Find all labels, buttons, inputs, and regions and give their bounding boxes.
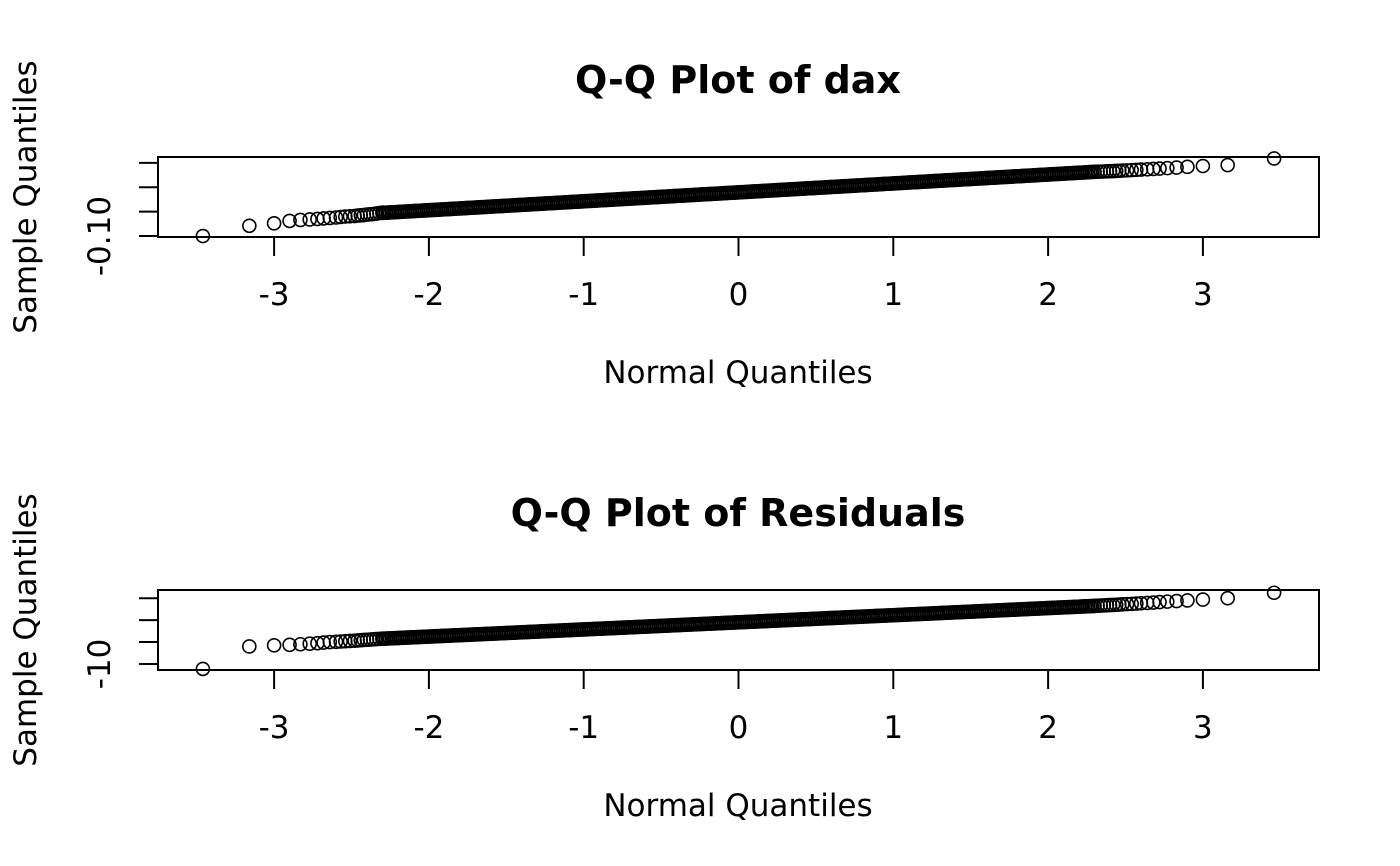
y-axis-label: Sample Quantiles — [8, 60, 44, 333]
plot-frame — [157, 589, 1320, 671]
y-axis-label: Sample Quantiles — [8, 493, 44, 766]
data-point — [1152, 594, 1167, 610]
data-points — [195, 585, 1282, 677]
x-tick-label: -2 — [413, 277, 444, 313]
data-point — [266, 638, 282, 653]
data-point — [1146, 161, 1161, 177]
x-tick-label: 0 — [729, 710, 749, 746]
data-point — [1119, 596, 1135, 612]
data-point — [1159, 594, 1175, 609]
data-point — [1169, 593, 1184, 609]
qq-plot-residuals-panel: Q-Q Plot of Residuals -3 -2 -1 0 1 2 3 -10 Nor… — [8, 491, 1320, 824]
data-point — [293, 212, 308, 228]
x-tick-label: 3 — [1193, 277, 1213, 313]
data-point — [195, 661, 211, 677]
data-point — [1129, 162, 1144, 178]
data-point — [1266, 585, 1282, 601]
data-point — [1152, 161, 1167, 176]
data-point — [333, 634, 348, 649]
x-tick-label: -3 — [259, 710, 290, 746]
plot-title: Q-Q Plot of dax — [575, 58, 901, 102]
plot-title: Q-Q Plot of Residuals — [511, 491, 966, 535]
data-point — [328, 634, 344, 650]
y-axis: -0.10 — [82, 161, 159, 276]
x-tick-label: 2 — [1038, 710, 1058, 746]
data-point — [1115, 597, 1130, 612]
data-point — [322, 634, 338, 650]
data-point — [1195, 592, 1211, 607]
x-tick-label: 2 — [1038, 277, 1058, 313]
x-tick-label: 0 — [729, 277, 749, 313]
data-point — [1146, 595, 1161, 610]
data-point — [1169, 160, 1184, 175]
data-point — [322, 210, 338, 226]
data-point — [1195, 158, 1211, 174]
x-axis-label: Normal Quantiles — [603, 355, 872, 391]
data-point — [342, 208, 358, 224]
data-point — [1086, 164, 1102, 180]
y-tick-label: -10 — [82, 639, 118, 690]
data-point — [1119, 163, 1135, 178]
data-point — [242, 218, 257, 234]
data-point — [333, 209, 348, 225]
x-axis: -3 -2 -1 0 1 2 3 — [259, 236, 1213, 313]
data-point — [266, 216, 282, 231]
y-tick-label: -0.10 — [82, 196, 118, 276]
data-point — [1180, 593, 1195, 608]
data-point — [1124, 596, 1139, 612]
data-point — [1115, 163, 1130, 178]
data-point — [293, 636, 308, 652]
x-tick-label: -1 — [568, 277, 599, 313]
data-point — [1086, 598, 1102, 614]
data-point — [195, 228, 211, 244]
data-point — [1159, 160, 1175, 176]
data-point — [302, 212, 318, 227]
data-point — [302, 636, 318, 651]
data-point — [1220, 590, 1235, 606]
data-point — [1124, 162, 1139, 178]
data-point — [1266, 151, 1282, 166]
data-point — [1129, 596, 1144, 611]
x-tick-label: 1 — [883, 277, 903, 313]
data-point — [1180, 159, 1195, 175]
x-tick-label: -2 — [413, 710, 444, 746]
data-point — [242, 639, 257, 654]
x-tick-label: 3 — [1193, 710, 1213, 746]
data-point — [1220, 157, 1235, 173]
data-point — [282, 637, 297, 653]
y-axis: -10 — [82, 597, 159, 690]
data-points — [195, 151, 1282, 244]
data-point — [342, 633, 358, 649]
x-tick-label: -1 — [568, 710, 599, 746]
x-axis: -3 -2 -1 0 1 2 3 — [259, 669, 1213, 746]
data-point — [282, 213, 297, 229]
qq-plot-dax-panel: Q-Q Plot of dax -3 -2 -1 0 1 2 3 -0.10 Normal … — [8, 58, 1320, 391]
x-axis-label: Normal Quantiles — [603, 788, 872, 824]
data-point — [328, 210, 344, 225]
x-tick-label: -3 — [259, 277, 290, 313]
x-tick-label: 1 — [883, 710, 903, 746]
